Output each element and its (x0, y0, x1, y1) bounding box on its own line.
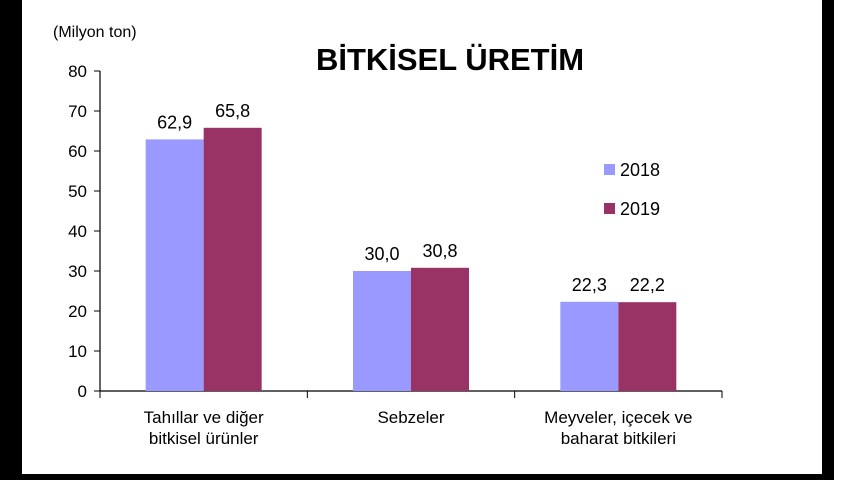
data-label: 22,2 (630, 275, 665, 295)
bar-2018 (145, 139, 204, 391)
y-tick-label: 40 (68, 222, 87, 241)
y-tick-label: 20 (68, 302, 87, 321)
bar-2019 (203, 127, 262, 392)
data-label: 22,3 (572, 275, 607, 295)
legend-label: 2018 (620, 160, 660, 180)
bar-2018 (560, 301, 619, 391)
data-label: 65,8 (215, 101, 250, 121)
plot-area: 0 10 20 30 40 50 60 70 80 62,9 65,8 Tahıllar ve diğ… (68, 62, 723, 448)
bar-2019 (411, 267, 469, 391)
y-tick-label: 30 (68, 262, 87, 281)
frame-left-border (0, 0, 22, 480)
chart-title: BİTKİSEL ÜRETİM (316, 42, 584, 77)
category-label: Tahıllar ve diğer (144, 408, 264, 427)
data-label: 62,9 (157, 112, 192, 132)
frame-bottom-border (0, 474, 834, 480)
frame-right-border (822, 0, 834, 480)
category-label: Sebzeler (377, 408, 444, 427)
bar-2018 (353, 271, 411, 391)
data-label: 30,8 (422, 241, 457, 261)
legend-swatch-2019 (604, 203, 615, 214)
legend-swatch-2018 (604, 164, 615, 175)
legend-label: 2019 (620, 199, 660, 219)
category-label: Meyveler, içecek ve (544, 408, 692, 427)
bar-2019 (618, 302, 677, 391)
y-tick-label: 60 (68, 142, 87, 161)
y-tick-label: 10 (68, 342, 87, 361)
y-tick-label: 70 (68, 102, 87, 121)
category-label: bitkisel ürünler (149, 429, 259, 448)
y-axis-unit-label: (Milyon ton) (53, 24, 137, 41)
y-tick-label: 50 (68, 182, 87, 201)
y-tick-label: 0 (78, 382, 87, 401)
y-tick-label: 80 (68, 62, 87, 81)
category-label: baharat bitkileri (561, 429, 676, 448)
data-label: 30,0 (364, 244, 399, 264)
